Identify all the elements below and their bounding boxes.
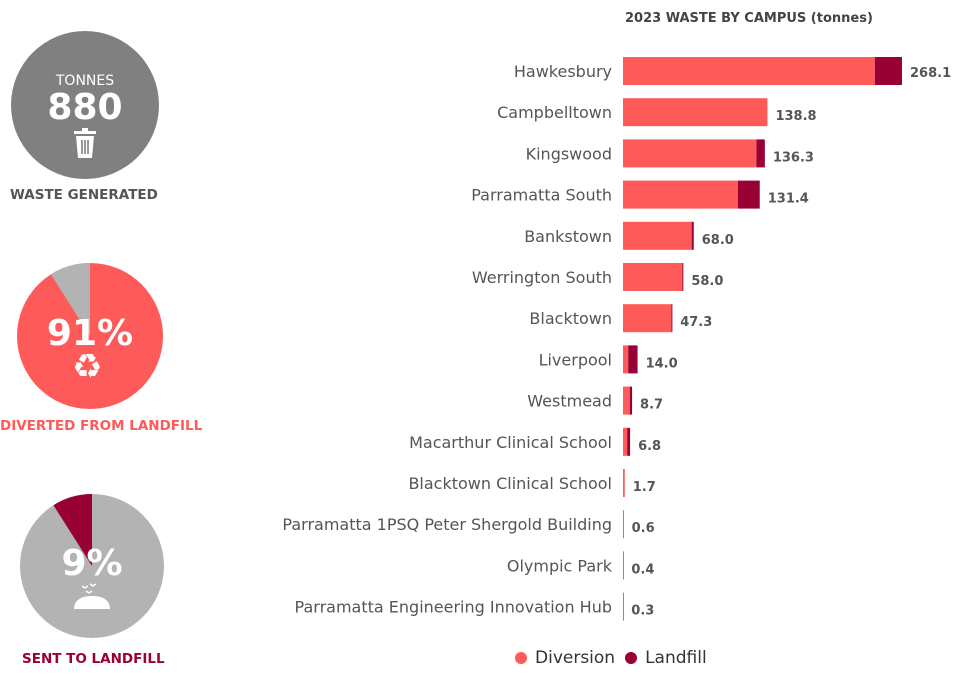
- bar-diversion: [623, 551, 624, 580]
- landfill-icon: [74, 583, 110, 609]
- bar-value-label: 268.1: [910, 66, 951, 81]
- bar-landfill: [628, 345, 638, 374]
- chart-title: 2023 WASTE BY CAMPUS (tonnes): [625, 11, 873, 26]
- bar-value-label: 1.7: [633, 480, 656, 495]
- category-label: Campbelltown: [497, 103, 612, 122]
- category-label: Parramatta Engineering Innovation Hub: [295, 598, 612, 617]
- legend-landfill: Landfill: [645, 648, 707, 668]
- landfill-pie: [20, 494, 164, 638]
- tonnes-unit: TONNES: [55, 73, 115, 89]
- bar-value-label: 138.8: [775, 109, 816, 124]
- bar-landfill: [874, 57, 902, 85]
- bar-diversion: [623, 510, 624, 539]
- bar-diversion: [623, 263, 683, 291]
- pie-slice: [50, 263, 90, 336]
- pie-slice: [53, 494, 92, 566]
- bar-diversion: [623, 180, 738, 209]
- bar-diversion: [623, 469, 625, 497]
- bar-landfill: [737, 180, 760, 209]
- tonnes-value: 880: [47, 87, 123, 128]
- category-label: Parramatta 1PSQ Peter Shergold Building: [282, 515, 612, 534]
- bar-diversion: [623, 57, 875, 85]
- bar-diversion: [623, 221, 692, 250]
- legend-diversion: Diversion: [535, 648, 616, 668]
- bar-diversion: [623, 98, 768, 127]
- bar-value-label: 0.3: [631, 604, 654, 619]
- diverted-pie: [17, 263, 163, 409]
- bar-value-label: 58.0: [691, 274, 723, 289]
- bar-landfill: [629, 386, 633, 415]
- bar-value-label: 0.4: [631, 562, 654, 577]
- bar-value-label: 68.0: [702, 233, 734, 248]
- bar-diversion: [623, 386, 630, 415]
- bar-value-label: 14.0: [646, 356, 678, 371]
- bar-landfill: [671, 304, 673, 333]
- bar-landfill: [691, 221, 694, 250]
- bar-diversion: [623, 345, 629, 374]
- bar-diversion: [623, 304, 672, 333]
- bar-diversion: [623, 139, 757, 168]
- bar-value-label: 47.3: [680, 315, 712, 330]
- category-label: Blacktown Clinical School: [408, 474, 612, 493]
- legend-diversion-marker: [515, 652, 527, 664]
- bar-value-label: 0.6: [632, 521, 655, 536]
- diverted-label: DIVERTED FROM LANDFILL: [0, 418, 203, 434]
- bar-value-label: 8.7: [640, 398, 663, 413]
- category-label: Westmead: [527, 392, 612, 411]
- bar-landfill: [756, 139, 765, 168]
- category-label: Liverpool: [539, 350, 612, 369]
- category-label: Bankstown: [524, 227, 612, 246]
- bar-diversion: [623, 427, 628, 456]
- waste-circle: TONNES 880: [11, 31, 159, 179]
- bar-chart: Hawkesbury 268.1 Campbelltown 138.8 Kingswoo…: [282, 57, 951, 621]
- waste-generated-label: WASTE GENERATED: [10, 187, 158, 203]
- category-label: Blacktown: [529, 309, 612, 328]
- bar-landfill: [682, 263, 684, 291]
- bar-value-label: 131.4: [768, 192, 809, 207]
- trash-icon: [74, 128, 96, 158]
- bar-landfill: [627, 427, 631, 456]
- recycle-icon: ♻: [72, 347, 103, 387]
- category-label: Olympic Park: [507, 556, 613, 575]
- category-label: Werrington South: [472, 268, 612, 287]
- category-label: Hawkesbury: [514, 62, 612, 81]
- bar-value-label: 6.8: [638, 439, 661, 454]
- bar-value-label: 136.3: [773, 150, 814, 165]
- landfill-value: 9%: [61, 543, 123, 584]
- legend: Diversion Landfill: [515, 648, 707, 668]
- bar-diversion: [623, 592, 624, 621]
- legend-landfill-marker: [625, 652, 638, 664]
- category-label: Parramatta South: [471, 186, 612, 205]
- category-label: Kingswood: [526, 144, 612, 163]
- diverted-value: 91%: [46, 313, 134, 354]
- category-label: Macarthur Clinical School: [409, 433, 612, 452]
- landfill-label: SENT TO LANDFILL: [22, 651, 165, 667]
